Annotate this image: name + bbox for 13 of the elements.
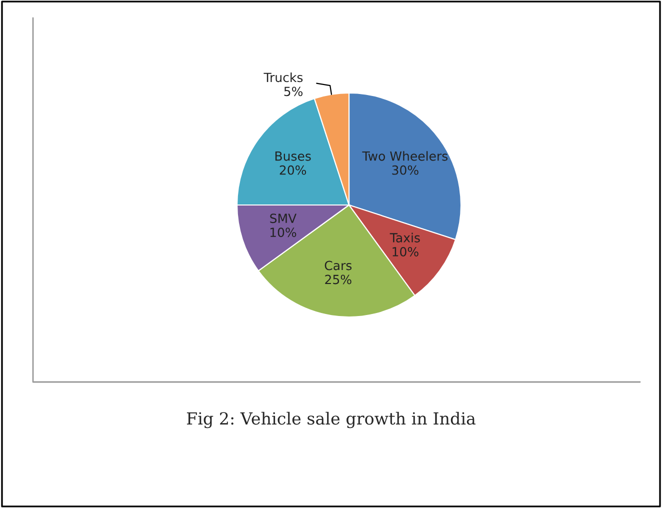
data-label: 25% [325,274,352,284]
data-label: 10% [270,228,296,238]
slice-label: Buses [275,152,311,161]
caption: Fig 2: Vehicle sale growth in India [186,412,476,428]
slice-label: Trucks [264,72,303,82]
slice-label: Taxis [390,232,420,242]
slice-label: Cars [324,260,352,270]
data-label: 10% [392,246,418,256]
slice-label: SMV [270,214,296,224]
slice-label: Two Wheelers [362,151,448,161]
data-label: 30% [392,165,418,175]
data-label: 5% [284,86,303,96]
data-label: 20% [280,165,306,175]
